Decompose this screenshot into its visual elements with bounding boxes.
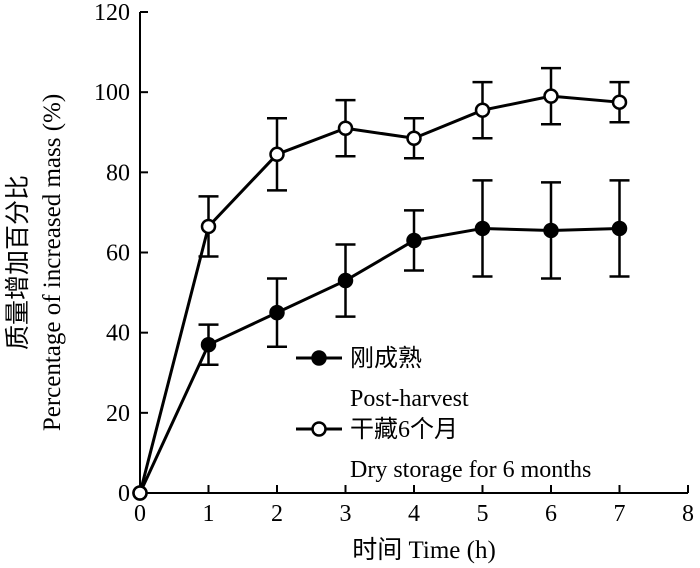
legend-entry-dry-storage: 干藏6个月 Dry storage for 6 months: [296, 416, 591, 483]
data-point: [611, 94, 628, 110]
y-ticks: 0 20 40 60 80 100 120: [94, 0, 148, 507]
x-tick-label: 8: [682, 501, 694, 527]
x-axis-title: 时间 Time (h): [352, 536, 496, 564]
x-tick-label: 1: [203, 501, 215, 527]
data-point: [474, 220, 491, 237]
x-tick-label: 2: [271, 501, 283, 527]
data-point: [200, 218, 217, 235]
legend-label-dry-storage-english: Dry storage for 6 months: [350, 457, 591, 483]
legend: 刚成熟 Post-harvest 干藏6个月 Dry storage for 6…: [296, 345, 591, 483]
data-point: [132, 485, 148, 501]
data-point: [406, 130, 422, 147]
legend-marker-filled: [311, 350, 327, 366]
data-point: [474, 102, 491, 118]
data-point: [200, 336, 217, 353]
data-point: [269, 146, 285, 163]
x-tick-label: 4: [408, 501, 420, 527]
legend-entry-post-harvest: 刚成熟 Post-harvest: [296, 345, 469, 412]
y-tick-label: 120: [94, 0, 130, 26]
y-tick-label: 80: [106, 160, 130, 186]
series-dry-storage: [132, 66, 630, 501]
y-axis-title-chinese: 质量增加百分比: [4, 175, 32, 350]
y-axis-title-english: Percentage of increased mass (%): [39, 94, 66, 431]
x-tick-label: 6: [545, 501, 557, 527]
legend-label-dry-storage-chinese: 干藏6个月: [350, 416, 458, 443]
data-point: [406, 232, 422, 249]
legend-marker-open: [311, 421, 327, 437]
y-tick-label: 0: [118, 481, 130, 507]
x-tick-label: 0: [134, 501, 146, 527]
series-line: [138, 94, 620, 494]
data-point: [543, 88, 559, 104]
legend-label-post-harvest-chinese: 刚成熟: [350, 345, 422, 372]
data-point: [269, 304, 285, 321]
y-tick-label: 20: [106, 401, 130, 427]
series-line: [138, 226, 620, 494]
data-point: [611, 220, 628, 237]
x-ticks: 0 1 2 3 4 5 6 7 8: [134, 485, 694, 527]
x-tick-label: 3: [340, 501, 352, 527]
series-layer: [132, 66, 630, 501]
x-tick-label: 5: [477, 501, 489, 527]
x-tick-label: 7: [614, 501, 626, 527]
y-tick-label: 60: [106, 241, 130, 267]
y-tick-label: 100: [94, 80, 130, 106]
y-tick-label: 40: [106, 321, 130, 347]
legend-label-post-harvest-english: Post-harvest: [350, 386, 469, 412]
data-point: [543, 222, 559, 239]
data-point: [337, 120, 354, 136]
data-point: [337, 272, 354, 289]
